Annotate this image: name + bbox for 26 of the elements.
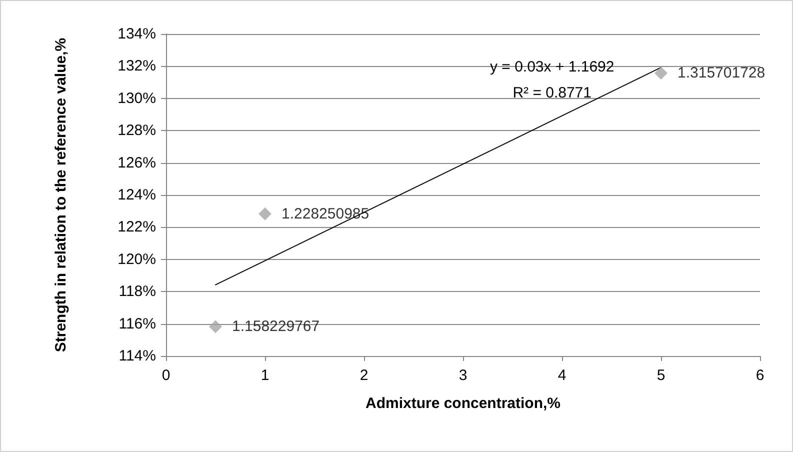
- x-tick-label: 3: [458, 367, 468, 384]
- y-tick-label: 116%: [118, 315, 156, 332]
- point: [654, 66, 668, 80]
- y-tick-label: 132%: [118, 58, 156, 75]
- y-tick-label: 126%: [118, 154, 156, 172]
- x-tick-label: 2: [360, 367, 368, 384]
- x-tick-label: 5: [656, 367, 666, 384]
- annotation: y = 0.03x + 1.1692: [490, 58, 614, 76]
- y-tick-label: 134%: [118, 26, 156, 42]
- x-tick-label: 1: [260, 367, 270, 384]
- y-tick-label: 122%: [118, 218, 156, 236]
- data-label: 1.315701728: [678, 64, 766, 82]
- y-axis-title: Strength in relation to the reference value,%: [52, 38, 70, 352]
- x-tick-label: 6: [756, 367, 764, 384]
- x-tick-label: 4: [558, 367, 566, 384]
- y-tick-label: 118%: [118, 283, 156, 300]
- x-axis-title: Admixture concentration,%: [365, 395, 561, 412]
- x-tick-label: 0: [162, 367, 170, 384]
- y-tick-label: 114%: [118, 348, 156, 364]
- point: [258, 207, 272, 220]
- annotation: R² = 0.8771: [512, 84, 592, 102]
- point: [209, 320, 222, 334]
- y-tick-label: 124%: [118, 186, 156, 204]
- y-tick-label: 120%: [118, 250, 156, 268]
- y-tick-label: 128%: [118, 122, 156, 140]
- y-tick-label: 130%: [118, 90, 156, 107]
